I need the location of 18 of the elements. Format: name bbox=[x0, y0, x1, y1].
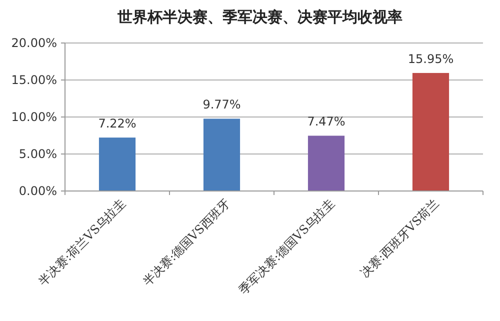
x-tick-label: 决赛:西班牙VS荷兰 bbox=[358, 196, 442, 280]
y-tick-label: 0.00% bbox=[18, 184, 57, 198]
data-label: 7.22% bbox=[98, 116, 136, 131]
y-tick-label: 10.00% bbox=[11, 110, 57, 124]
bar bbox=[203, 118, 240, 191]
chart-title: 世界杯半决赛、季军决赛、决赛平均收视率 bbox=[116, 8, 402, 26]
data-label: 7.47% bbox=[307, 114, 346, 129]
y-tick-label: 5.00% bbox=[18, 147, 57, 162]
x-tick-label: 半决赛:德国VS西班牙 bbox=[140, 196, 233, 289]
y-tick-label: 20.00% bbox=[11, 36, 57, 50]
bar bbox=[308, 136, 345, 191]
y-tick-label: 15.00% bbox=[11, 73, 57, 88]
x-tick-label: 季军决赛:德国VS乌拉圭 bbox=[236, 196, 338, 298]
data-label: 9.77% bbox=[202, 98, 241, 112]
x-tick-label: 半决赛:荷兰VS乌拉圭 bbox=[36, 196, 128, 289]
bar bbox=[98, 138, 136, 191]
data-label: 15.95% bbox=[408, 52, 454, 66]
bar bbox=[412, 72, 450, 191]
